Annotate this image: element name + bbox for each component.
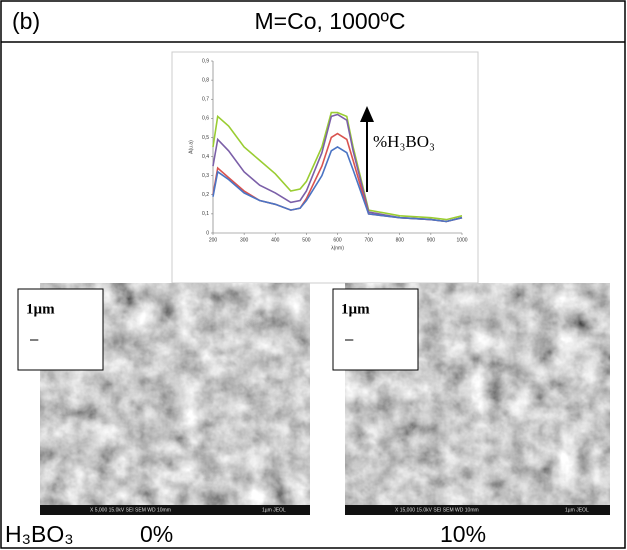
y-tick-label: 0,9 [202,58,209,64]
y-tick-label: 0,2 [202,192,209,198]
sem-info: X 15,000 15.0kV SEI SEM WD 10mm [395,507,479,513]
sem-info: X 5,000 15.0kV SEI SEM WD 10mm [90,507,171,513]
x-tick-label: 600 [333,237,342,243]
x-tick-label: 300 [240,237,249,243]
caption: 10% [440,521,486,547]
x-tick-label: 900 [427,237,436,243]
x-tick-label: 700 [364,237,373,243]
y-tick-label: 0,4 [202,154,209,160]
x-tick-label: 1000 [456,237,467,243]
scale-label: 1µm [26,301,55,317]
y-tick-label: 0,5 [202,135,209,141]
scale-bar: – [345,331,354,348]
x-tick-label: 400 [271,237,280,243]
x-tick-label: 800 [396,237,405,243]
y-tick-label: 0,1 [202,211,209,217]
y-axis-label: A(u.a) [188,140,194,154]
scale-label: 1µm [341,301,370,317]
caption: 0% [140,521,173,547]
figure: (b) M=Co, 1000ºC X 5,000 15.0kV SEI SEM … [0,0,627,550]
panel-label: (b) [12,8,40,34]
y-tick-label: 0 [206,230,209,236]
annotation: %H₃BO₃ [373,132,435,151]
y-tick-label: 0,8 [202,77,209,83]
x-axis-label: λ(nm) [331,245,344,251]
x-tick-label: 500 [302,237,311,243]
x-tick-label: 200 [209,237,218,243]
scale-bar: – [30,331,39,348]
sem-1: X 5,000 15.0kV SEI SEM WD 10mm 1µm JEOL … [18,283,310,515]
sem-2: X 15,000 15.0kV SEI SEM WD 10mm 1µm JEOL… [333,283,610,515]
panel-title: M=Co, 1000ºC [255,8,406,34]
y-tick-label: 0,7 [202,97,209,103]
y-tick-label: 0,3 [202,173,209,179]
sem-bar-label: 1µm JEOL [262,507,286,513]
footer-label: H₃BO₃ [5,521,74,547]
y-tick-label: 0,6 [202,116,209,122]
sem-bar-label: 1µm JEOL [565,507,589,513]
